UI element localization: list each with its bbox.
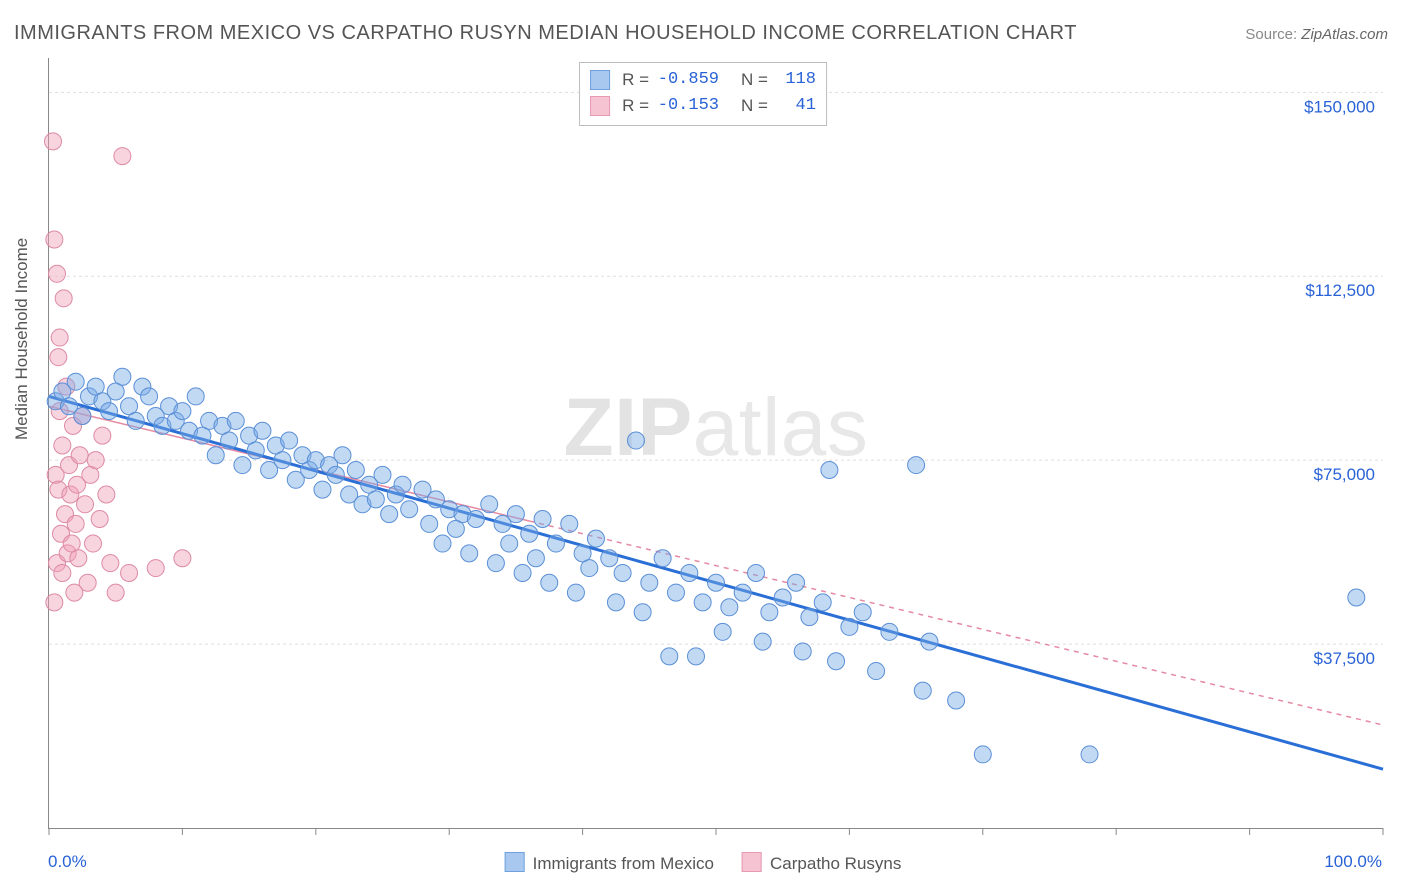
- stats-box: R = -0.859 N = 118 R = -0.153 N = 41: [579, 62, 827, 126]
- y-axis-label: Median Household Income: [12, 238, 32, 440]
- stats-r-mexico: -0.859: [657, 67, 719, 93]
- svg-text:$75,000: $75,000: [1314, 465, 1375, 484]
- legend-swatch-mexico: [505, 852, 525, 872]
- bottom-legend: Immigrants from Mexico Carpatho Rusyns: [505, 852, 902, 874]
- source-value: ZipAtlas.com: [1301, 26, 1388, 43]
- stats-r-carpatho: -0.153: [657, 93, 719, 119]
- chart-title: IMMIGRANTS FROM MEXICO VS CARPATHO RUSYN…: [14, 22, 1077, 45]
- stats-swatch-carpatho: [590, 96, 610, 116]
- stats-row-carpatho: R = -0.153 N = 41: [590, 93, 816, 119]
- x-axis-min-label: 0.0%: [48, 852, 87, 872]
- plot-area: ZIPatlas $37,500$75,000$112,500$150,000: [48, 58, 1383, 829]
- stats-swatch-mexico: [590, 70, 610, 90]
- stats-row-mexico: R = -0.859 N = 118: [590, 67, 816, 93]
- stats-r-label-2: R =: [622, 93, 649, 119]
- chart-svg: $37,500 $75,000 $112,500 $150,000: [49, 58, 1383, 828]
- source-label: Source:: [1245, 26, 1301, 43]
- legend-item-mexico: Immigrants from Mexico: [505, 852, 714, 874]
- svg-text:$112,500: $112,500: [1305, 281, 1375, 300]
- stats-n-mexico: 118: [776, 67, 816, 93]
- svg-text:$37,500: $37,500: [1314, 649, 1375, 668]
- stats-n-carpatho: 41: [776, 93, 816, 119]
- legend-label-carpatho: Carpatho Rusyns: [770, 854, 901, 873]
- legend-item-carpatho: Carpatho Rusyns: [742, 852, 901, 874]
- legend-label-mexico: Immigrants from Mexico: [533, 854, 714, 873]
- legend-swatch-carpatho: [742, 852, 762, 872]
- stats-n-label: N =: [741, 67, 768, 93]
- stats-n-label-2: N =: [741, 93, 768, 119]
- source-attribution: Source: ZipAtlas.com: [1245, 26, 1388, 43]
- stats-r-label: R =: [622, 67, 649, 93]
- x-axis-max-label: 100.0%: [1324, 852, 1382, 872]
- svg-text:$150,000: $150,000: [1304, 97, 1375, 116]
